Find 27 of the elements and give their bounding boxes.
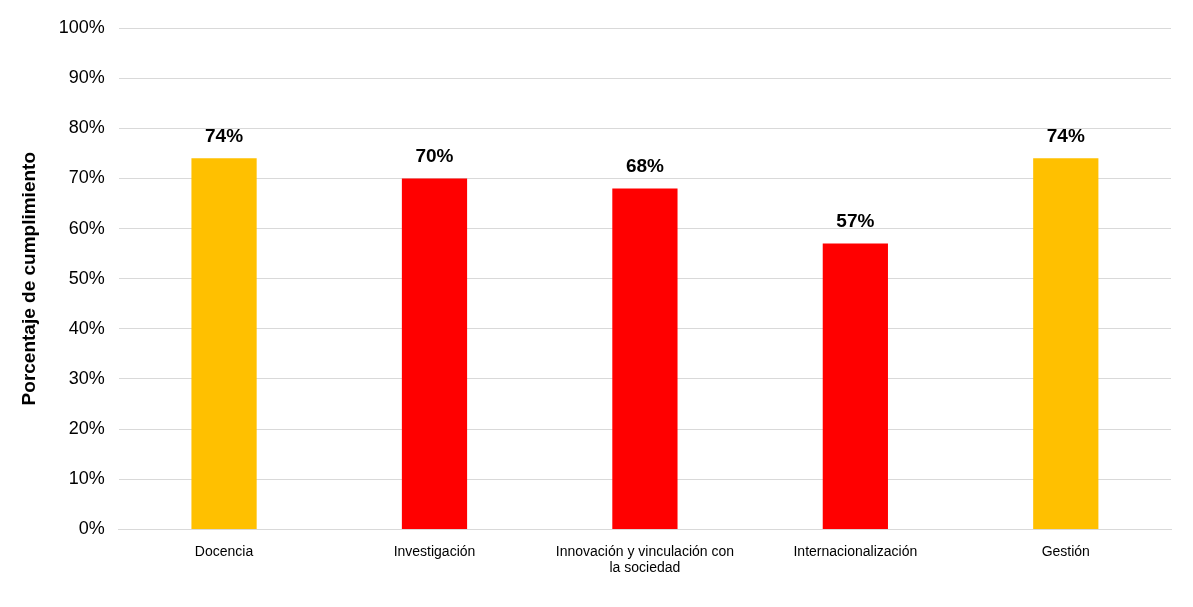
x-tick-label: Docencia (194, 542, 254, 559)
y-axis-title: Porcentaje de cumplimiento (17, 152, 39, 406)
x-tick-label: Gestión (1041, 542, 1090, 559)
data-label: 68% (625, 155, 665, 177)
y-tick-label: 60% (68, 217, 105, 238)
bar (401, 178, 468, 529)
y-tick-label: 20% (68, 418, 105, 439)
data-label: 57% (836, 210, 875, 232)
y-tick-label: 0% (78, 518, 105, 539)
bar (612, 188, 678, 529)
x-tick-label: Investigación (393, 542, 476, 559)
bar (1033, 158, 1099, 529)
y-tick-label: 50% (68, 267, 105, 288)
data-label: 74% (1046, 125, 1085, 147)
y-tick-label: 10% (68, 468, 105, 489)
y-tick-label: 80% (68, 117, 105, 138)
bar (191, 158, 257, 529)
y-tick-label: 30% (68, 367, 105, 388)
x-tick-label: Innovación y vinculación con la sociedad (555, 542, 735, 576)
y-tick-label: 100% (58, 16, 105, 37)
bar (822, 243, 888, 529)
x-tick-label: Internacionalización (793, 542, 918, 559)
y-tick-label: 90% (68, 67, 105, 88)
data-label: 70% (415, 145, 454, 167)
y-tick-label: 40% (68, 317, 105, 338)
data-label: 74% (205, 125, 244, 147)
y-tick-label: 70% (68, 167, 105, 188)
